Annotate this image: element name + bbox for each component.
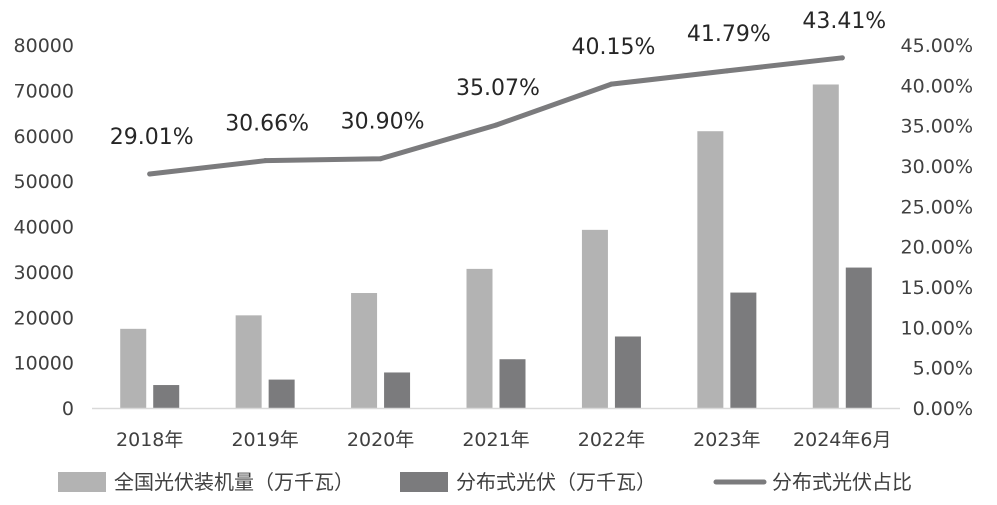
right-tick-9: 45.00% <box>901 35 973 57</box>
x-axis: 2018年 2019年 2020年 2021年 2022年 2023年 2024年6月 <box>92 407 900 451</box>
labels-layer: 29.01% 30.66% 30.90% 35.07% 40.15% 41.79% 43.4… <box>110 9 886 150</box>
right-tick-3: 15.00% <box>901 277 973 299</box>
left-tick-5: 50000 <box>14 171 74 193</box>
right-tick-0: 0.00% <box>913 398 973 420</box>
bar-s1-3 <box>499 359 526 408</box>
bar-s1-5 <box>730 292 757 408</box>
right-tick-8: 40.00% <box>901 75 973 97</box>
right-tick-6: 30.00% <box>901 156 973 178</box>
left-tick-8: 80000 <box>14 35 74 57</box>
right-axis: 0.00% 5.00% 10.00% 15.00% 20.00% 25.00% 30.00%… <box>901 35 973 420</box>
line-point-4 <box>608 81 614 87</box>
right-tick-5: 25.00% <box>901 196 973 218</box>
line-point-1 <box>262 158 268 164</box>
data-label-4: 40.15% <box>571 35 655 60</box>
left-axis: 0 10000 20000 30000 40000 50000 60000 70000 8000… <box>14 35 74 420</box>
data-label-1: 30.66% <box>225 112 309 137</box>
left-tick-0: 0 <box>62 398 74 420</box>
x-tick-1: 2019年 <box>231 429 298 451</box>
bar-s0-0 <box>120 328 147 408</box>
bar-s1-2 <box>384 372 411 408</box>
x-tick-6: 2024年6月 <box>793 429 891 451</box>
bars-layer <box>120 84 872 408</box>
line-point-5 <box>724 68 730 74</box>
data-label-0: 29.01% <box>110 125 194 150</box>
data-label-3: 35.07% <box>456 76 540 101</box>
legend-swatch-0 <box>58 472 106 492</box>
right-tick-2: 10.00% <box>901 317 973 339</box>
line-point-6 <box>839 55 845 61</box>
x-tick-2: 2020年 <box>347 429 414 451</box>
line-point-3 <box>493 122 499 128</box>
legend-label-0: 全国光伏装机量（万千瓦） <box>114 470 354 494</box>
left-tick-3: 30000 <box>14 262 74 284</box>
bar-s0-3 <box>466 268 493 408</box>
bar-s1-4 <box>614 336 641 408</box>
right-tick-7: 35.00% <box>901 116 973 138</box>
legend: 全国光伏装机量（万千瓦） 分布式光伏（万千瓦） 分布式光伏占比 <box>58 470 912 494</box>
left-tick-4: 40000 <box>14 217 74 239</box>
legend-label-2: 分布式光伏占比 <box>772 470 912 494</box>
bar-s1-0 <box>153 385 180 408</box>
data-label-6: 43.41% <box>802 9 886 34</box>
legend-label-1: 分布式光伏（万千瓦） <box>456 470 656 494</box>
x-tick-4: 2022年 <box>578 429 645 451</box>
x-tick-3: 2021年 <box>462 429 529 451</box>
line-point-2 <box>378 156 384 162</box>
data-label-5: 41.79% <box>687 22 771 47</box>
left-tick-6: 60000 <box>14 126 74 148</box>
right-tick-4: 20.00% <box>901 237 973 259</box>
x-tick-0: 2018年 <box>116 429 183 451</box>
line-point-0 <box>147 171 153 177</box>
bar-s0-1 <box>235 315 262 408</box>
bar-s0-6 <box>812 84 839 408</box>
data-label-2: 30.90% <box>341 110 425 135</box>
line-layer <box>147 55 845 177</box>
bar-s0-5 <box>697 131 724 408</box>
x-tick-5: 2023年 <box>693 429 760 451</box>
right-tick-1: 5.00% <box>913 358 973 380</box>
legend-swatch-1 <box>400 472 448 492</box>
bar-s1-1 <box>268 379 295 408</box>
bar-s0-2 <box>351 293 378 408</box>
bar-s0-4 <box>581 229 608 408</box>
left-tick-1: 10000 <box>14 353 74 375</box>
left-tick-2: 20000 <box>14 307 74 329</box>
bar-s1-6 <box>845 267 872 408</box>
left-tick-7: 70000 <box>14 80 74 102</box>
